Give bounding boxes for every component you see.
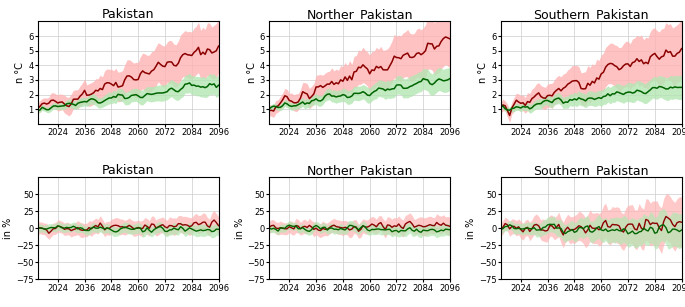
Title: Pakistan: Pakistan <box>102 9 154 21</box>
Y-axis label: n °C: n °C <box>478 62 488 83</box>
Y-axis label: in %: in % <box>466 218 476 239</box>
Y-axis label: n °C: n °C <box>15 62 25 83</box>
Title: Norther_Pakistan: Norther_Pakistan <box>306 9 413 21</box>
Title: Southern_Pakistan: Southern_Pakistan <box>534 9 649 21</box>
Title: Southern_Pakistan: Southern_Pakistan <box>534 164 649 177</box>
Y-axis label: n °C: n °C <box>247 62 257 83</box>
Title: Pakistan: Pakistan <box>102 164 154 177</box>
Y-axis label: in %: in % <box>235 218 245 239</box>
Title: Norther_Pakistan: Norther_Pakistan <box>306 164 413 177</box>
Y-axis label: in %: in % <box>3 218 13 239</box>
